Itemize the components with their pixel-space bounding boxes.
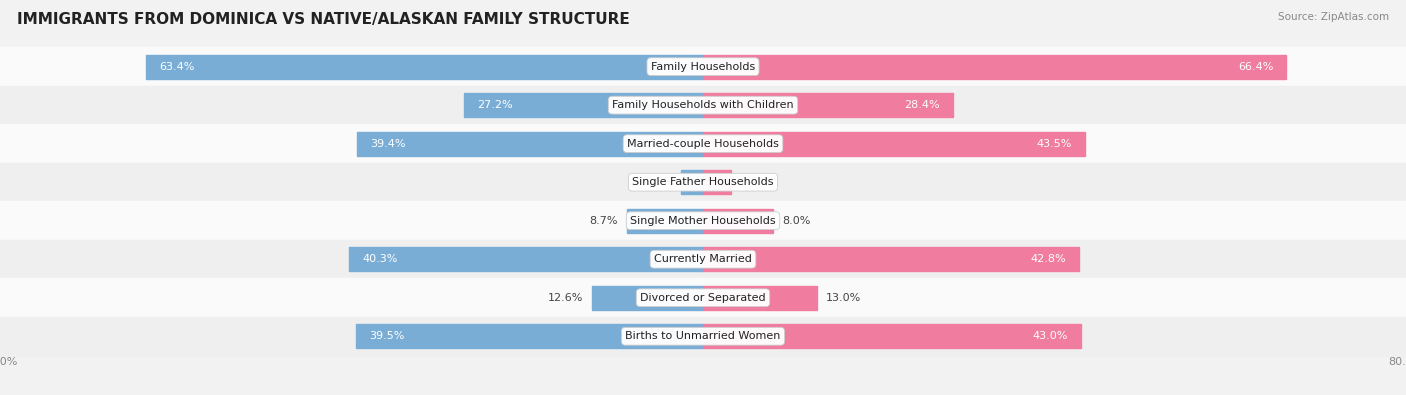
Text: Births to Unmarried Women: Births to Unmarried Women	[626, 331, 780, 341]
Text: 2.5%: 2.5%	[644, 177, 672, 187]
Text: 66.4%: 66.4%	[1237, 62, 1274, 71]
Legend: Immigrants from Dominica, Native/Alaskan: Immigrants from Dominica, Native/Alaskan	[533, 394, 873, 395]
Bar	[146, 55, 703, 79]
Text: 28.4%: 28.4%	[904, 100, 939, 110]
Bar	[357, 132, 703, 156]
Text: Married-couple Households: Married-couple Households	[627, 139, 779, 149]
Bar	[0, 317, 1406, 356]
Bar	[592, 286, 703, 310]
Bar	[703, 93, 953, 117]
Text: 43.0%: 43.0%	[1032, 331, 1067, 341]
Text: 43.5%: 43.5%	[1036, 139, 1073, 149]
Text: Single Father Households: Single Father Households	[633, 177, 773, 187]
Text: 40.3%: 40.3%	[363, 254, 398, 264]
Text: 8.0%: 8.0%	[782, 216, 810, 226]
Bar	[0, 278, 1406, 317]
Text: 80.0%: 80.0%	[1388, 357, 1406, 367]
Bar	[356, 324, 703, 348]
Bar	[703, 170, 731, 194]
Text: 12.6%: 12.6%	[548, 293, 583, 303]
Text: 63.4%: 63.4%	[159, 62, 194, 71]
Text: 8.7%: 8.7%	[589, 216, 617, 226]
Text: 13.0%: 13.0%	[827, 293, 862, 303]
Text: 3.2%: 3.2%	[740, 177, 768, 187]
Bar	[0, 163, 1406, 201]
Bar	[0, 201, 1406, 240]
Text: Family Households: Family Households	[651, 62, 755, 71]
Text: IMMIGRANTS FROM DOMINICA VS NATIVE/ALASKAN FAMILY STRUCTURE: IMMIGRANTS FROM DOMINICA VS NATIVE/ALASK…	[17, 12, 630, 27]
Text: Currently Married: Currently Married	[654, 254, 752, 264]
Text: Source: ZipAtlas.com: Source: ZipAtlas.com	[1278, 12, 1389, 22]
Bar	[349, 247, 703, 271]
Bar	[703, 286, 817, 310]
Bar	[0, 124, 1406, 163]
Text: 80.0%: 80.0%	[0, 357, 18, 367]
Bar	[627, 209, 703, 233]
Text: 42.8%: 42.8%	[1031, 254, 1066, 264]
Text: 39.4%: 39.4%	[370, 139, 405, 149]
Bar	[0, 47, 1406, 86]
Bar	[0, 240, 1406, 278]
Text: 27.2%: 27.2%	[477, 100, 513, 110]
Bar	[703, 55, 1286, 79]
Bar	[703, 132, 1085, 156]
Bar	[0, 86, 1406, 124]
Text: 39.5%: 39.5%	[368, 331, 405, 341]
Bar	[703, 324, 1081, 348]
Bar	[681, 170, 703, 194]
Bar	[464, 93, 703, 117]
Bar	[703, 247, 1080, 271]
Text: Single Mother Households: Single Mother Households	[630, 216, 776, 226]
Text: Divorced or Separated: Divorced or Separated	[640, 293, 766, 303]
Bar	[703, 209, 773, 233]
Text: Family Households with Children: Family Households with Children	[612, 100, 794, 110]
